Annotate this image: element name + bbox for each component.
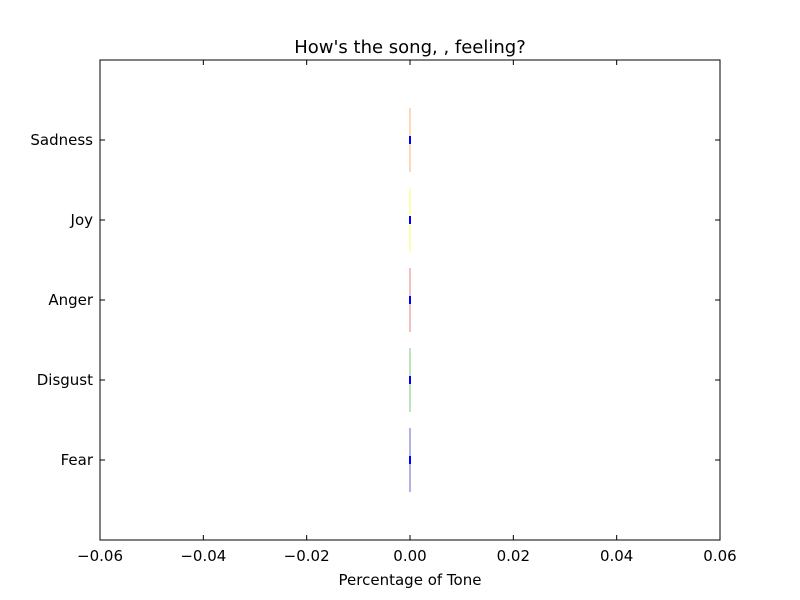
y-tick-label-sadness: Sadness xyxy=(30,131,93,149)
x-tick-label: −0.06 xyxy=(77,547,123,565)
x-tick-label: −0.02 xyxy=(284,547,330,565)
x-tick-label: 0.06 xyxy=(703,547,736,565)
x-axis-label: Percentage of Tone xyxy=(339,571,482,589)
y-tick-label-joy: Joy xyxy=(70,211,94,229)
x-tick-label: 0.00 xyxy=(393,547,426,565)
x-tick-label: −0.04 xyxy=(180,547,226,565)
chart-title: How's the song, , feeling? xyxy=(294,37,526,58)
ticks-layer: Fear Disgust Anger Joy Sadness −0.06 −0.04 −0.0… xyxy=(30,60,737,565)
value-marker-anger xyxy=(409,296,411,304)
x-tick-label: 0.02 xyxy=(497,547,530,565)
value-marker-disgust xyxy=(409,376,411,384)
y-tick-label-anger: Anger xyxy=(48,291,94,309)
value-marker-fear xyxy=(409,456,411,464)
x-tick-label: 0.04 xyxy=(600,547,633,565)
bars-layer xyxy=(409,108,411,492)
value-marker-joy xyxy=(409,216,411,224)
plot-frame xyxy=(99,59,721,541)
y-tick-label-fear: Fear xyxy=(61,451,94,469)
y-tick-label-disgust: Disgust xyxy=(37,371,93,389)
value-marker-sadness xyxy=(409,136,411,144)
